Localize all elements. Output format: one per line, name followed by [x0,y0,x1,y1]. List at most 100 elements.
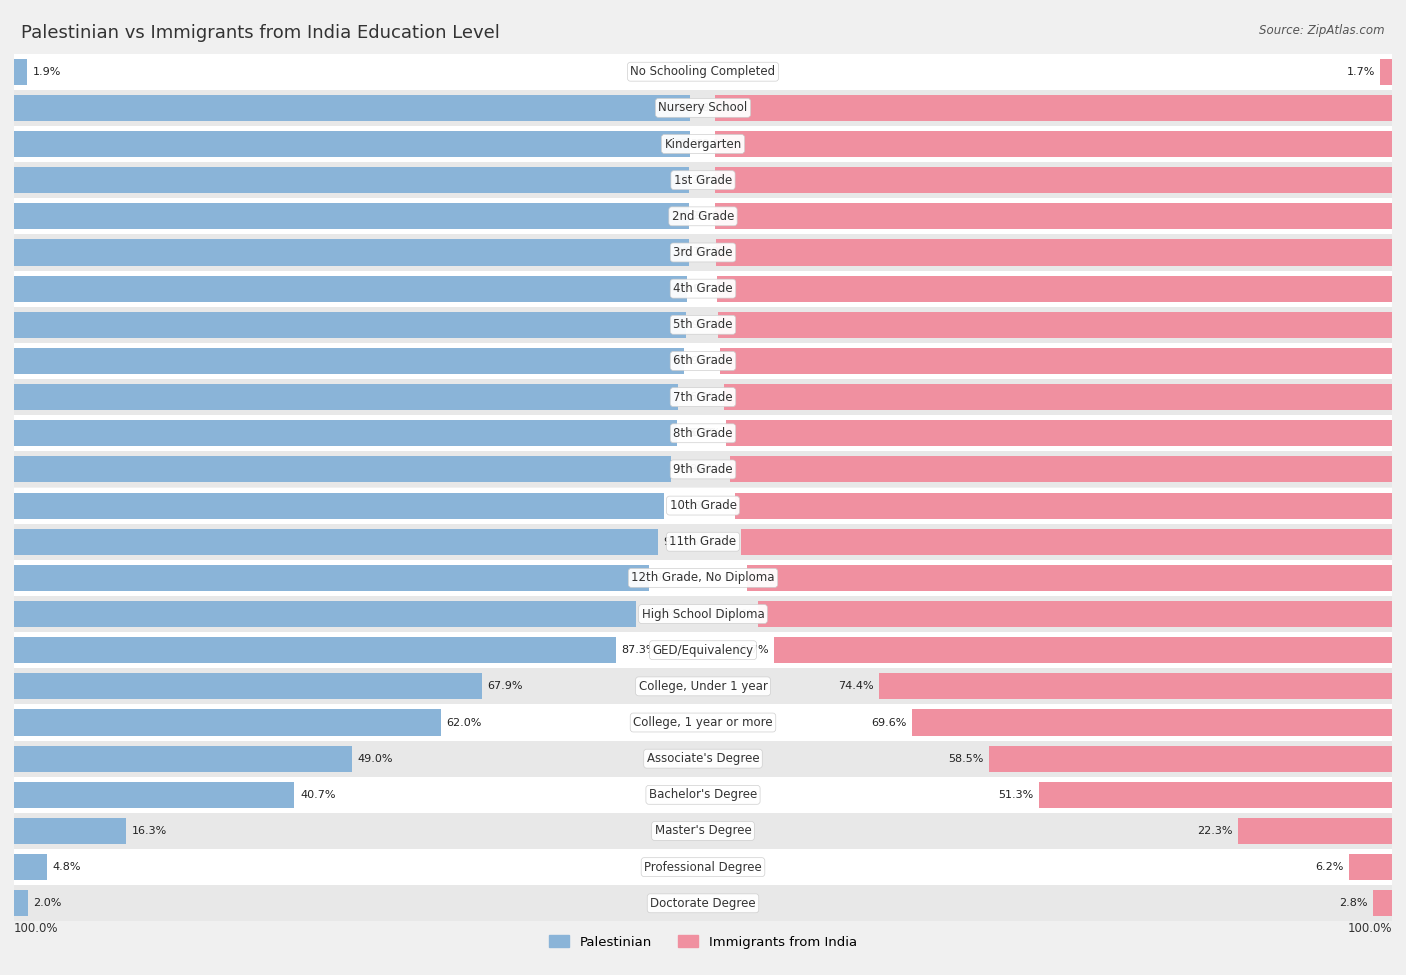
Bar [14,270,1392,307]
Text: Master's Degree: Master's Degree [655,825,751,838]
Text: 94.4%: 94.4% [669,500,706,511]
Bar [14,276,688,301]
Bar [14,782,294,808]
Text: 97.8%: 97.8% [678,320,713,330]
Bar [14,565,648,591]
Bar [14,674,482,699]
Bar [14,638,616,663]
Text: 69.6%: 69.6% [872,718,907,727]
Text: 96.9%: 96.9% [683,392,718,402]
Text: Kindergarten: Kindergarten [665,137,741,150]
Text: 93.6%: 93.6% [706,573,741,583]
Text: No Schooling Completed: No Schooling Completed [630,65,776,78]
Bar [14,560,1392,596]
Text: 40.7%: 40.7% [299,790,336,799]
Bar [14,234,1392,270]
Bar [14,668,1392,704]
Bar [716,240,1392,265]
Text: Nursery School: Nursery School [658,101,748,114]
Bar [1381,58,1392,85]
Text: 96.1%: 96.1% [689,464,724,475]
Text: 95.4%: 95.4% [676,464,713,475]
Bar [14,632,1392,668]
Bar [14,420,676,447]
Bar [14,312,686,337]
Bar [747,565,1392,591]
Bar [14,307,1392,343]
Bar [714,131,1392,157]
Bar [714,95,1392,121]
Bar [14,131,690,157]
Bar [14,54,1392,90]
Text: 92.1%: 92.1% [654,573,689,583]
Text: 5th Grade: 5th Grade [673,318,733,332]
Text: 98.1%: 98.1% [675,248,710,257]
Text: 2.0%: 2.0% [34,898,62,909]
Text: 58.5%: 58.5% [948,754,983,763]
Bar [14,126,1392,162]
Bar [912,710,1392,735]
Bar [14,849,1392,885]
Text: 2.8%: 2.8% [1339,898,1367,909]
Bar [14,890,28,916]
Text: Doctorate Degree: Doctorate Degree [650,897,756,910]
Text: 98.0%: 98.0% [695,212,730,221]
Bar [14,384,678,410]
Bar [1039,782,1392,808]
Bar [14,95,690,121]
Bar [14,813,1392,849]
Text: 96.6%: 96.6% [686,428,721,439]
Bar [1239,818,1392,844]
Text: 96.2%: 96.2% [682,428,718,439]
Text: 96.4%: 96.4% [683,392,720,402]
Bar [14,746,352,771]
Bar [14,348,685,374]
Text: 89.7%: 89.7% [733,645,769,655]
Bar [773,638,1392,663]
Text: 8th Grade: 8th Grade [673,427,733,440]
Text: 98.1%: 98.1% [696,139,731,149]
Text: 1.7%: 1.7% [1347,66,1375,77]
Text: 98.2%: 98.2% [675,212,710,221]
Text: 97.9%: 97.9% [695,248,730,257]
Text: 4.8%: 4.8% [52,862,82,873]
Bar [14,240,689,265]
Text: 97.7%: 97.7% [693,284,728,293]
Bar [716,204,1392,229]
Text: 12th Grade, No Diploma: 12th Grade, No Diploma [631,571,775,584]
Bar [735,492,1392,519]
Text: 3rd Grade: 3rd Grade [673,246,733,259]
Bar [724,384,1392,410]
Text: 22.3%: 22.3% [1198,826,1233,836]
Text: 98.3%: 98.3% [673,102,709,113]
Text: 97.6%: 97.6% [679,356,714,366]
Bar [988,746,1392,771]
Bar [14,596,1392,632]
Text: 98.1%: 98.1% [696,102,731,113]
Bar [14,601,636,627]
Bar [14,456,671,483]
Text: 51.3%: 51.3% [998,790,1033,799]
Bar [1350,854,1392,880]
Text: 97.3%: 97.3% [690,356,725,366]
Bar [14,58,27,85]
Text: Associate's Degree: Associate's Degree [647,752,759,765]
Bar [1372,890,1392,916]
Bar [14,528,658,555]
Bar [14,710,441,735]
Text: 6th Grade: 6th Grade [673,355,733,368]
Text: 4th Grade: 4th Grade [673,282,733,295]
Bar [14,492,665,519]
Text: 74.4%: 74.4% [838,682,875,691]
Bar [14,415,1392,451]
Text: 67.9%: 67.9% [488,682,523,691]
Bar [14,854,48,880]
Bar [717,276,1392,301]
Bar [720,348,1392,374]
Text: 1st Grade: 1st Grade [673,174,733,186]
Text: 10th Grade: 10th Grade [669,499,737,512]
Bar [14,524,1392,560]
Bar [14,777,1392,813]
Bar [741,528,1392,555]
Bar [758,601,1392,627]
